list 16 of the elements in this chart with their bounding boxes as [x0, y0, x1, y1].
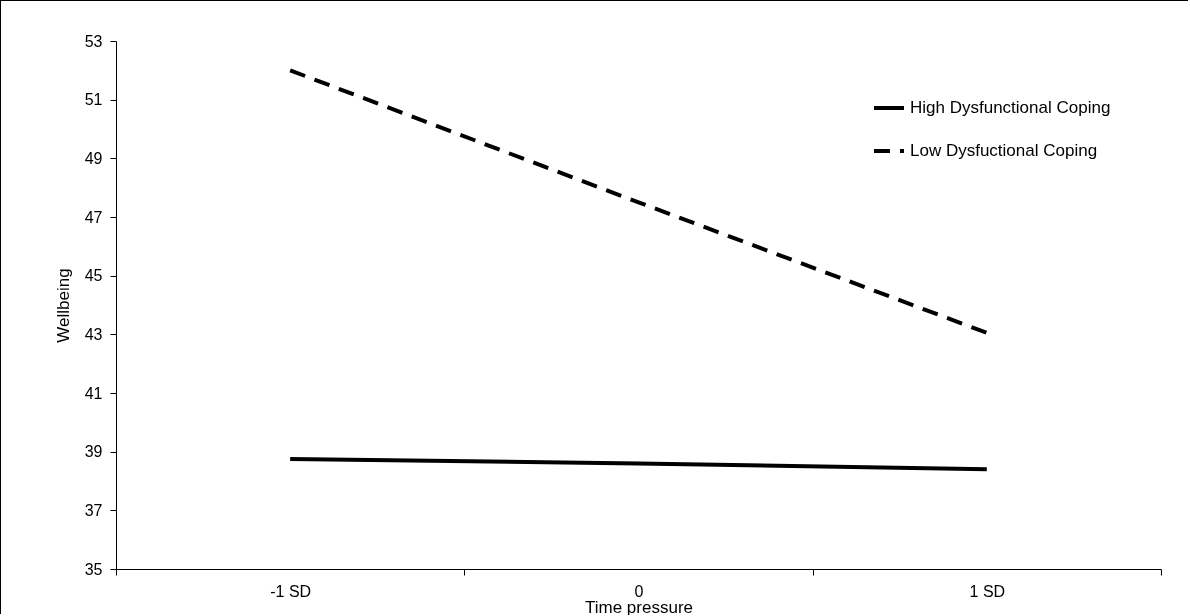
x-tick-label: 1 SD [969, 582, 1006, 600]
y-tick-label: 39 [84, 443, 103, 461]
y-tick-label: 53 [84, 32, 103, 50]
y-tick-label: 35 [84, 560, 103, 578]
y-axis-title: Wellbeing [53, 268, 73, 343]
y-tick-label: 51 [84, 91, 103, 109]
y-tick-label: 41 [84, 384, 103, 402]
y-tick-label: 47 [84, 208, 103, 226]
legend-label: Low Dysfuctional Coping [910, 141, 1098, 160]
y-tick-label: 37 [84, 501, 103, 519]
x-tick-label: 0 [634, 582, 644, 600]
y-tick-label: 49 [84, 149, 103, 167]
y-tick-label: 43 [84, 325, 103, 343]
x-tick-label: -1 SD [270, 582, 312, 600]
legend-label: High Dysfunctional Coping [910, 98, 1111, 117]
y-tick-label: 45 [84, 267, 103, 285]
